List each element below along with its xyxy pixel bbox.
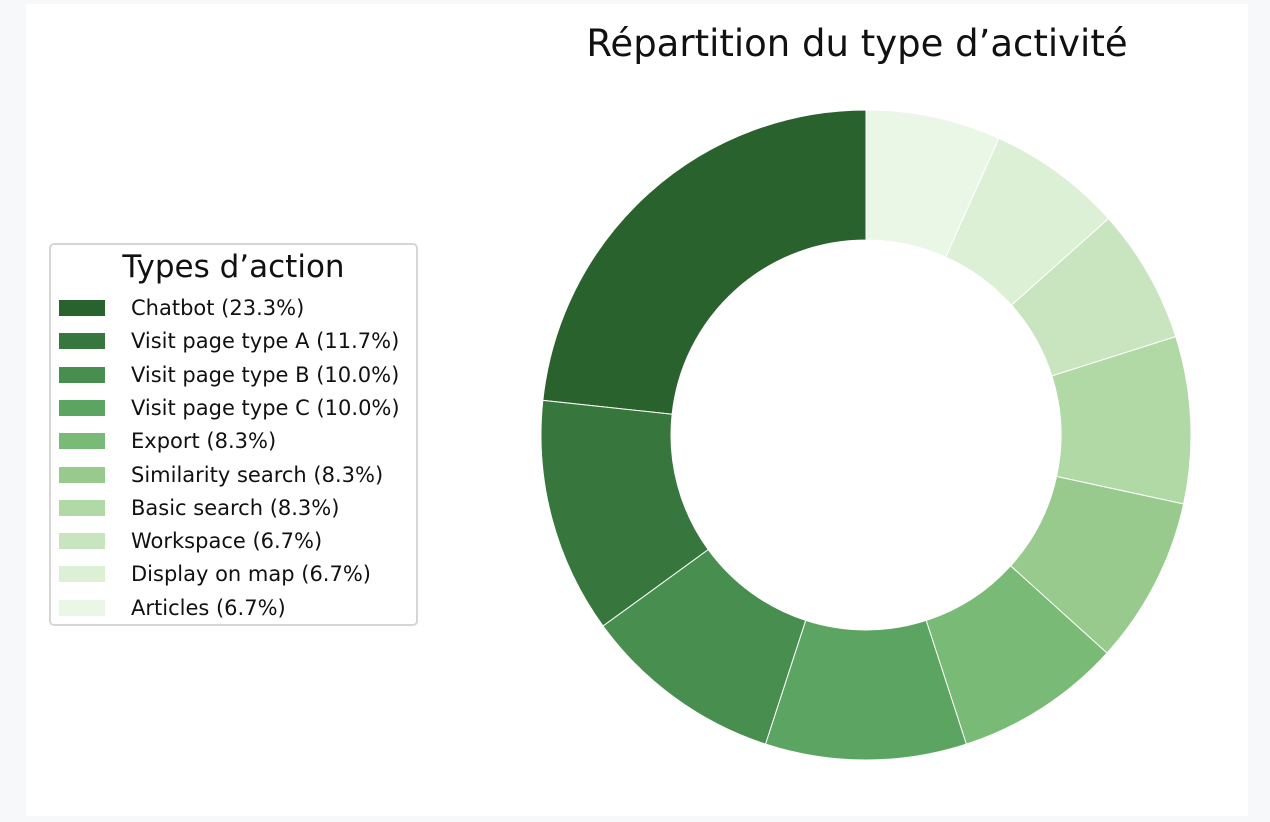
legend-label: Display on map (6.7%) xyxy=(131,562,371,587)
legend-label: Visit page type C (10.0%) xyxy=(131,395,400,420)
legend-swatch xyxy=(59,466,105,483)
legend-label: Chatbot (23.3%) xyxy=(131,296,305,320)
legend-swatch xyxy=(59,499,105,516)
legend-swatch xyxy=(59,433,105,450)
legend-swatch xyxy=(59,599,105,616)
donut-slice xyxy=(865,109,1000,258)
legend-swatch xyxy=(59,566,105,583)
legend-swatch xyxy=(59,399,105,416)
legend-label: Articles (6.7%) xyxy=(131,595,286,620)
legend-swatch xyxy=(59,533,105,550)
legend-label: Similarity search (8.3%) xyxy=(131,462,384,487)
legend-label: Workspace (6.7%) xyxy=(131,529,323,554)
legend-label: Basic search (8.3%) xyxy=(131,495,340,520)
legend-swatch xyxy=(59,300,105,316)
legend-swatch xyxy=(59,366,105,383)
donut-slice xyxy=(542,109,867,415)
legend-title: Types d’action xyxy=(122,249,345,285)
legend-label: Visit page type B (10.0%) xyxy=(131,362,400,387)
legend-label: Visit page type A (11.7%) xyxy=(131,329,400,354)
legend: Types d’action Chatbot (23.3%) Visit page… xyxy=(49,243,418,626)
chart-title: Répartition du type d’activité xyxy=(586,22,1128,65)
legend-swatch xyxy=(59,333,105,350)
legend-label: Export (8.3%) xyxy=(131,429,277,454)
